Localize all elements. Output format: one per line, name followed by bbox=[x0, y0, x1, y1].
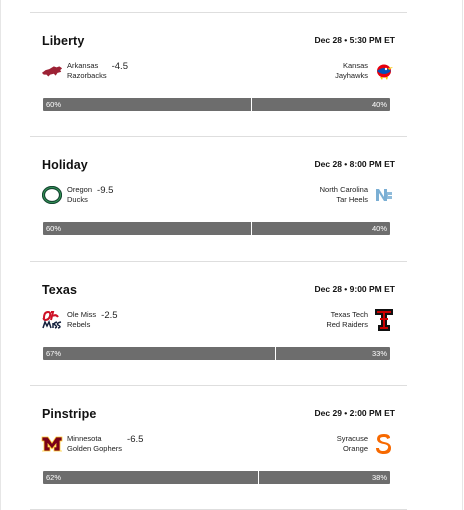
home-team[interactable]: Texas Tech Red Raiders bbox=[326, 307, 395, 333]
away-team[interactable]: Minnesota Golden Gophers -6.5 bbox=[41, 431, 143, 457]
bowl-name: Texas bbox=[42, 283, 78, 297]
divider bbox=[30, 385, 407, 386]
home-team-name: Syracuse Orange bbox=[336, 433, 368, 454]
away-pick-percent: 67% bbox=[46, 349, 62, 358]
divider bbox=[30, 136, 407, 137]
spread: -9.5 bbox=[97, 184, 114, 196]
home-team[interactable]: Kansas Jayhawks bbox=[335, 58, 395, 84]
bowl-name: Liberty bbox=[42, 34, 85, 48]
oregon-o-logo-icon bbox=[41, 184, 63, 206]
home-team-name: North Carolina Tar Heels bbox=[319, 184, 368, 205]
game-card-holiday[interactable]: Holiday Dec 28 • 8:00 PM ET Oregon Ducks… bbox=[30, 138, 407, 262]
game-time: Dec 29 • 2:00 PM ET bbox=[314, 408, 395, 418]
pick-split-marker bbox=[258, 471, 260, 484]
game-time: Dec 28 • 5:30 PM ET bbox=[314, 35, 395, 45]
home-pick-percent: 38% bbox=[371, 473, 387, 482]
game-card-liberty[interactable]: Liberty Dec 28 • 5:30 PM ET Arkansas Raz… bbox=[30, 14, 407, 138]
syracuse-s-logo-icon bbox=[373, 433, 395, 455]
pick-percentage-bar: 60% 40% bbox=[43, 222, 390, 235]
arkansas-razorback-logo-icon bbox=[41, 60, 63, 82]
unc-nc-logo-icon bbox=[373, 184, 395, 206]
home-pick-percent: 33% bbox=[371, 349, 387, 358]
home-team-name: Texas Tech Red Raiders bbox=[326, 309, 368, 330]
texas-tech-double-t-logo-icon bbox=[373, 309, 395, 331]
pick-split-marker bbox=[275, 347, 277, 360]
away-pick-percent: 60% bbox=[46, 224, 62, 233]
bowl-name: Holiday bbox=[42, 158, 88, 172]
game-time: Dec 28 • 9:00 PM ET bbox=[314, 284, 395, 294]
home-team-name: Kansas Jayhawks bbox=[335, 60, 368, 81]
game-card-texas[interactable]: Texas Dec 28 • 9:00 PM ET Ole Miss Rebel… bbox=[30, 263, 407, 387]
game-card-pinstripe[interactable]: Pinstripe Dec 29 • 2:00 PM ET Minnesota … bbox=[30, 387, 407, 510]
bowl-name: Pinstripe bbox=[42, 407, 97, 421]
pick-percentage-bar: 60% 40% bbox=[43, 98, 390, 111]
away-team[interactable]: Arkansas Razorbacks -4.5 bbox=[41, 58, 128, 84]
game-time: Dec 28 • 8:00 PM ET bbox=[314, 159, 395, 169]
pick-split-marker bbox=[251, 222, 253, 235]
spread: -6.5 bbox=[127, 433, 144, 445]
away-team-name: Minnesota Golden Gophers bbox=[67, 433, 123, 454]
divider bbox=[30, 12, 407, 13]
home-team[interactable]: North Carolina Tar Heels bbox=[320, 182, 395, 208]
minnesota-m-logo-icon bbox=[41, 433, 63, 455]
away-team[interactable]: Oregon Ducks -9.5 bbox=[41, 182, 113, 208]
spread: -2.5 bbox=[101, 309, 118, 321]
away-team-name: Ole Miss Rebels bbox=[67, 309, 97, 330]
away-pick-percent: 60% bbox=[46, 100, 62, 109]
home-team[interactable]: Syracuse Orange bbox=[337, 431, 395, 457]
divider bbox=[30, 261, 407, 262]
away-team-name: Arkansas Razorbacks bbox=[67, 60, 107, 81]
home-pick-percent: 40% bbox=[371, 100, 387, 109]
away-team[interactable]: Ole Miss Rebels -2.5 bbox=[41, 307, 118, 333]
ole-miss-script-logo-icon bbox=[41, 309, 63, 331]
away-team-name: Oregon Ducks bbox=[67, 184, 93, 205]
kansas-jayhawk-logo-icon bbox=[373, 60, 395, 82]
pick-percentage-bar: 62% 38% bbox=[43, 471, 390, 484]
pick-split-marker bbox=[251, 98, 253, 111]
home-pick-percent: 40% bbox=[371, 224, 387, 233]
spread: -4.5 bbox=[111, 60, 128, 72]
pick-percentage-bar: 67% 33% bbox=[43, 347, 390, 360]
away-pick-percent: 62% bbox=[46, 473, 62, 482]
